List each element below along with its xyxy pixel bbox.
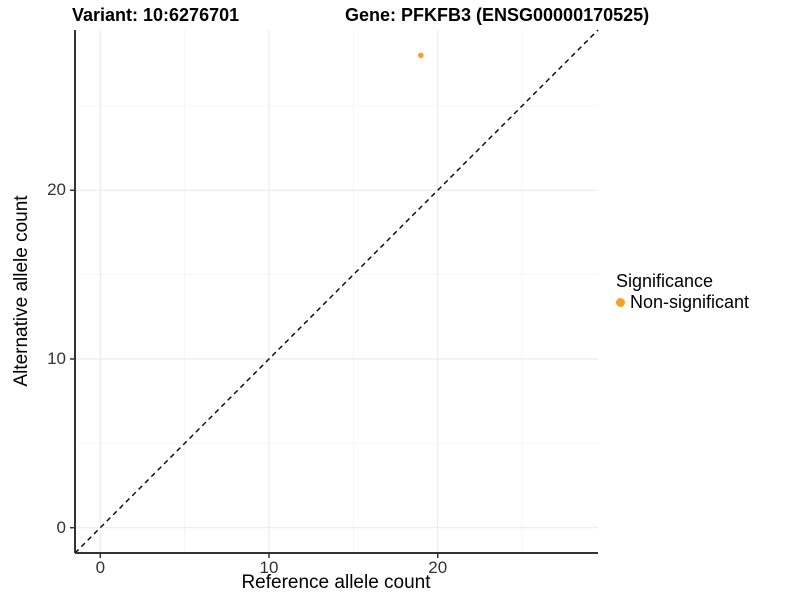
gene-title: Gene: PFKFB3 (ENSG00000170525) [345, 5, 650, 25]
x-tick-label: 20 [428, 558, 448, 577]
x-axis-title: Reference allele count [241, 572, 431, 593]
x-tick-label: 0 [95, 558, 106, 577]
legend-title: Significance [616, 271, 714, 291]
y-tick-label: 0 [56, 517, 66, 537]
legend-point-icon [616, 297, 625, 307]
legend-item-non-significant: Non-significant [616, 292, 749, 312]
y-tick-label: 20 [47, 180, 66, 200]
axis-tick-marks [70, 189, 439, 558]
gridlines-major [75, 30, 598, 553]
gridlines-minor [75, 30, 598, 553]
x-tick-label: 10 [259, 558, 279, 577]
identity-line [74, 29, 599, 554]
legend-item-label: Non-significant [630, 292, 750, 312]
y-tick-label: 10 [47, 348, 66, 368]
data-points [418, 52, 424, 59]
legend: Significance Non-significant [616, 271, 749, 312]
variant-title: Variant: 10:6276701 [72, 5, 240, 25]
y-axis-title: Alternative allele count [11, 195, 32, 387]
data-point [418, 52, 424, 59]
